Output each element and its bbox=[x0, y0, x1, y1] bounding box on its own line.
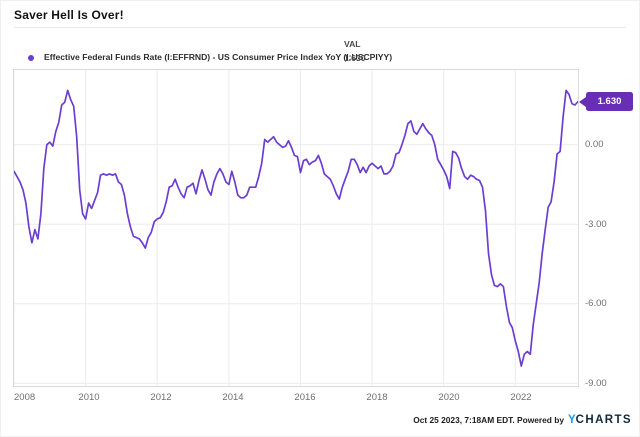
y-axis-tick-3: -9.00 bbox=[585, 377, 607, 389]
x-axis-tick-2016: 2016 bbox=[294, 392, 316, 403]
x-axis-tick-2012: 2012 bbox=[150, 392, 172, 403]
val-column-header: VAL bbox=[344, 39, 361, 49]
y-axis-tick-0: 0.00 bbox=[585, 139, 604, 150]
line-chart bbox=[14, 70, 578, 386]
title-divider bbox=[14, 27, 626, 28]
series-label: Effective Federal Funds Rate (I:EFFRND) … bbox=[44, 52, 393, 62]
ycharts-logo-y: Y bbox=[568, 414, 576, 426]
y-axis-tick-1: -3.00 bbox=[585, 218, 607, 230]
x-axis-tick-2008: 2008 bbox=[14, 392, 36, 403]
x-axis-tick-2014: 2014 bbox=[222, 392, 244, 403]
badge-value: 1.630 bbox=[597, 96, 622, 107]
timestamp: Oct 25 2023, 7:18AM EDT. Powered by bbox=[413, 415, 564, 425]
x-axis-tick-2022: 2022 bbox=[510, 392, 532, 403]
y-axis-tick-2: -6.00 bbox=[585, 298, 607, 309]
ycharts-logo: Y CHARTS bbox=[568, 414, 632, 426]
series-current-value: 1.630 bbox=[344, 52, 366, 63]
plot-area bbox=[13, 69, 579, 387]
series-color-dot-icon bbox=[28, 55, 34, 61]
last-value-badge: 1.630 bbox=[579, 92, 633, 111]
page-title: Saver Hell Is Over! bbox=[14, 8, 124, 22]
x-axis-tick-2020: 2020 bbox=[438, 392, 460, 403]
x-axis-tick-2018: 2018 bbox=[366, 392, 388, 403]
footer: Oct 25 2023, 7:18AM EDT. Powered by Y CHA… bbox=[413, 414, 632, 426]
x-axis-tick-2010: 2010 bbox=[78, 392, 100, 403]
ycharts-logo-charts: CHARTS bbox=[575, 414, 632, 426]
badge-arrow-icon bbox=[579, 96, 586, 107]
